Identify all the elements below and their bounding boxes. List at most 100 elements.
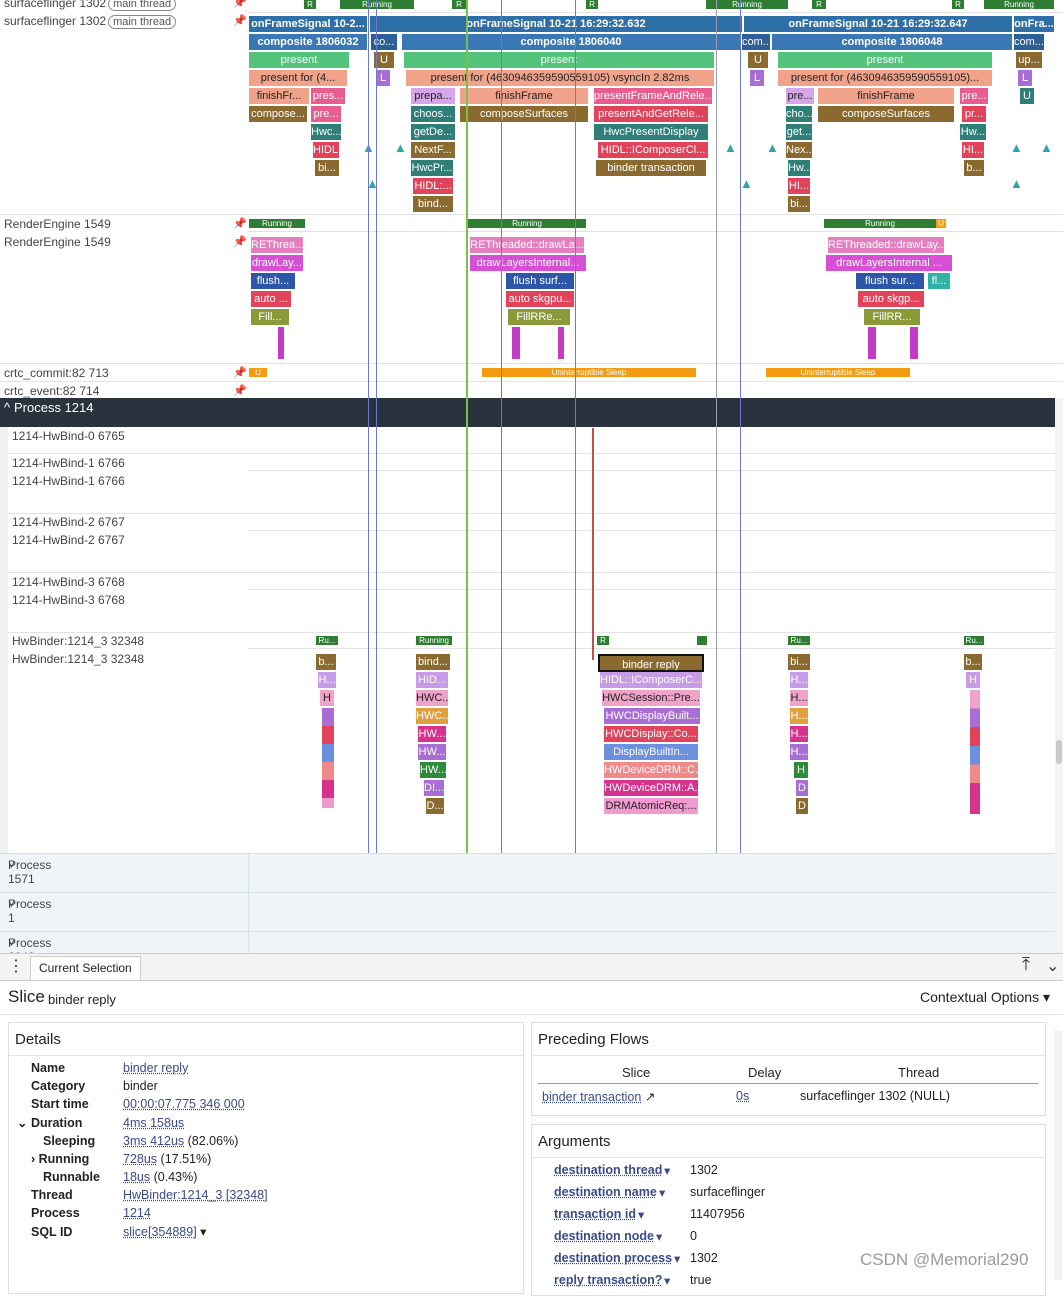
slice-composite[interactable]: composite 1806032 (249, 34, 367, 50)
slice-onframesignal[interactable]: onFrameSignal 10-21 16:29:32.647 (744, 16, 1012, 32)
slice-present-for[interactable]: present for (4630946359590559105) vsyncI… (406, 70, 714, 86)
slice-hwc[interactable]: HWC... (416, 690, 448, 706)
name-value-link[interactable]: binder reply (123, 1061, 189, 1075)
running-key[interactable]: › Running (31, 1152, 90, 1166)
small-slice-stack[interactable] (322, 708, 334, 808)
small-slice[interactable] (278, 327, 284, 359)
slice-hidl-composer[interactable]: HIDL::IComposerCl... (598, 142, 708, 158)
slice-auto-skgpu[interactable]: auto skgpu... (506, 291, 574, 307)
running-value-link[interactable]: 728us (123, 1152, 158, 1166)
argument-key[interactable]: destination name (554, 1185, 657, 1199)
chevron-down-icon[interactable]: ˅ (8, 936, 16, 950)
chevron-down-icon[interactable]: ⌄ (17, 1116, 31, 1130)
slice-u[interactable]: U (748, 52, 768, 68)
slice-hidl[interactable]: HIDL:... (413, 178, 453, 194)
dropdown-caret-icon[interactable]: ▾ (674, 1252, 681, 1266)
slice-rethreaded[interactable]: REThreaded::drawLay... (828, 237, 944, 253)
dropdown-caret-icon[interactable]: ▾ (638, 1208, 645, 1222)
slice-present[interactable]: present (404, 52, 714, 68)
slice-onframesignal[interactable]: onFrameSignal 10-21 16:29:32.632 (370, 16, 742, 32)
argument-key[interactable]: transaction id (554, 1207, 636, 1221)
slice-choose[interactable]: cho... (786, 106, 812, 122)
slice-composite[interactable]: co... (371, 34, 397, 50)
slice-flush[interactable]: fl... (928, 273, 950, 289)
slice-l[interactable]: L (376, 70, 390, 86)
slice-binder[interactable]: b... (964, 160, 984, 176)
slice-hwc-present[interactable]: HwcPresentDisplay (594, 124, 708, 140)
slice-up[interactable]: up... (1016, 52, 1042, 68)
slice-next[interactable]: Nex... (786, 142, 812, 158)
hwbind1-label[interactable]: 1214-HwBind-1 6766 (12, 456, 125, 470)
hwbind0-label[interactable]: 1214-HwBind-0 6765 (12, 429, 125, 443)
small-slice[interactable] (512, 327, 520, 359)
hwbind3-label[interactable]: 1214-HwBind-3 6768 (12, 593, 125, 607)
scroll-top-icon[interactable]: ⤒ (1022, 954, 1030, 974)
state-slice[interactable]: R (586, 0, 598, 9)
scrollbar[interactable] (1055, 398, 1063, 953)
start-value-link[interactable]: 00:00:07.775 346 000 (123, 1097, 245, 1111)
slice-hwc[interactable]: H (320, 690, 334, 706)
slice-composite[interactable]: composite 1806048 (772, 34, 1012, 50)
slice-hwc[interactable]: H... (790, 726, 808, 742)
process-value-link[interactable]: 1214 (123, 1206, 151, 1220)
runnable-value-link[interactable]: 18us (123, 1170, 151, 1184)
slice-u[interactable]: U (374, 52, 394, 68)
slice-auto-skgpu[interactable]: auto skgp... (858, 291, 924, 307)
state-slice[interactable]: Uninterruptible Sleep (766, 368, 910, 377)
slice-onframesignal[interactable]: onFrameSignal 10-2... (249, 16, 367, 32)
slice-getdevice[interactable]: getDe... (411, 124, 455, 140)
open-link-icon[interactable]: ↗ (641, 1090, 656, 1104)
slice-hw[interactable]: HW... (418, 726, 446, 742)
slice-finishframe[interactable]: finishFrame (818, 88, 954, 104)
slice-hidl[interactable]: H... (318, 672, 336, 688)
state-slice[interactable]: R (304, 0, 316, 9)
slice-fillrr[interactable]: FillRR... (864, 309, 920, 325)
argument-key[interactable]: destination process (554, 1251, 673, 1265)
slice-hwc[interactable]: H... (790, 708, 808, 724)
slice-hwcpr[interactable]: HwcPr... (411, 160, 453, 176)
hwbind2-label[interactable]: 1214-HwBind-2 6767 (12, 515, 125, 529)
small-slice[interactable] (910, 327, 918, 359)
scrollbar-thumb[interactable] (1056, 740, 1062, 764)
pin-icon[interactable]: 📌 (233, 236, 247, 248)
slice-fill[interactable]: Fill... (251, 309, 289, 325)
contextual-options-button[interactable]: Contextual Options ▾ (920, 989, 1050, 1005)
slice-drawlayers[interactable]: drawLayersInternal... (470, 255, 586, 271)
thread-value-link[interactable]: HwBinder:1214_3 [32348] (123, 1188, 268, 1202)
slice-hwc[interactable]: H (794, 762, 808, 778)
slice-hwcdisplaybuiltin[interactable]: HWCDisplayBuilt... (604, 708, 700, 724)
pin-icon[interactable]: 📌 (233, 0, 247, 9)
slice-present-for[interactable]: present for (4630946359590559105)... (778, 70, 992, 86)
slice-auto[interactable]: auto ... (251, 291, 291, 307)
slice-drawlayers[interactable]: drawLay... (251, 255, 303, 271)
slice-d[interactable]: D (796, 798, 808, 814)
slice-composite[interactable]: com... (742, 34, 770, 50)
slice-composite[interactable]: com... (1014, 34, 1044, 50)
slice-flush[interactable]: flush sur... (856, 273, 924, 289)
tab-current-selection[interactable]: Current Selection (30, 956, 141, 980)
slice-binder[interactable]: bind... (416, 654, 450, 670)
slice-u[interactable]: U (1020, 88, 1034, 104)
slice-hidl[interactable]: HI... (788, 178, 810, 194)
chevron-up-icon[interactable]: ^ (4, 400, 11, 415)
panel-scrollbar[interactable] (1054, 1030, 1062, 1280)
state-slice[interactable]: Uninterruptible Sleep (482, 368, 696, 377)
slice-get[interactable]: get... (786, 124, 812, 140)
slice-present[interactable]: pre... (960, 88, 988, 104)
slice-hwc[interactable]: Hw... (960, 124, 986, 140)
slice-flush[interactable]: flush... (251, 273, 295, 289)
slice-binder-reply[interactable]: binder reply (598, 654, 704, 672)
slice-hw[interactable]: HW... (418, 744, 446, 760)
slice-composesurfaces[interactable]: composeSurfaces (460, 106, 588, 122)
slice-hwdevicedrm[interactable]: HWDeviceDRM::A... (604, 780, 698, 796)
chevron-down-icon[interactable]: ⌄ (1046, 958, 1060, 975)
state-slice[interactable]: Ru... (964, 636, 984, 645)
duration-value-link[interactable]: 4ms 158us (123, 1115, 185, 1130)
state-slice[interactable]: U (249, 368, 267, 377)
slice-hidl[interactable]: HI... (962, 142, 984, 158)
argument-key[interactable]: destination thread (554, 1163, 663, 1177)
duration-key[interactable]: ⌄ Duration (17, 1116, 83, 1130)
slice-hw[interactable]: Hw... (788, 160, 810, 176)
slice-binder[interactable]: bi... (788, 196, 810, 212)
slice-drmatomicreq[interactable]: DRMAtomicReq:... (604, 798, 698, 814)
